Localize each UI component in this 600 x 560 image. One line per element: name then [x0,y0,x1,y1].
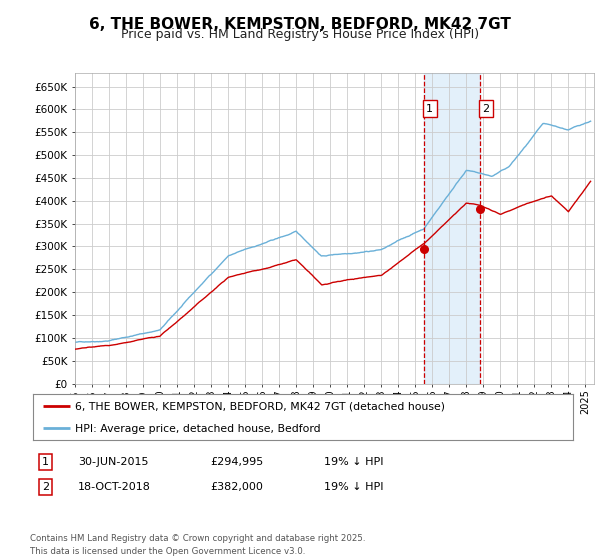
Text: £294,995: £294,995 [210,457,263,467]
Text: 6, THE BOWER, KEMPSTON, BEDFORD, MK42 7GT (detached house): 6, THE BOWER, KEMPSTON, BEDFORD, MK42 7G… [75,402,445,412]
Text: 1: 1 [42,457,49,467]
Text: £382,000: £382,000 [210,482,263,492]
Text: 19% ↓ HPI: 19% ↓ HPI [324,457,383,467]
Text: Price paid vs. HM Land Registry's House Price Index (HPI): Price paid vs. HM Land Registry's House … [121,29,479,41]
Text: 30-JUN-2015: 30-JUN-2015 [78,457,149,467]
Text: 2: 2 [482,104,490,114]
Text: 2: 2 [42,482,49,492]
Bar [424,73,480,384]
Text: 19% ↓ HPI: 19% ↓ HPI [324,482,383,492]
Text: 6, THE BOWER, KEMPSTON, BEDFORD, MK42 7GT: 6, THE BOWER, KEMPSTON, BEDFORD, MK42 7G… [89,17,511,32]
Text: 1: 1 [426,104,433,114]
Text: Contains HM Land Registry data © Crown copyright and database right 2025.
This d: Contains HM Land Registry data © Crown c… [30,534,365,556]
Text: HPI: Average price, detached house, Bedford: HPI: Average price, detached house, Bedf… [75,423,321,433]
Text: 18-OCT-2018: 18-OCT-2018 [78,482,151,492]
